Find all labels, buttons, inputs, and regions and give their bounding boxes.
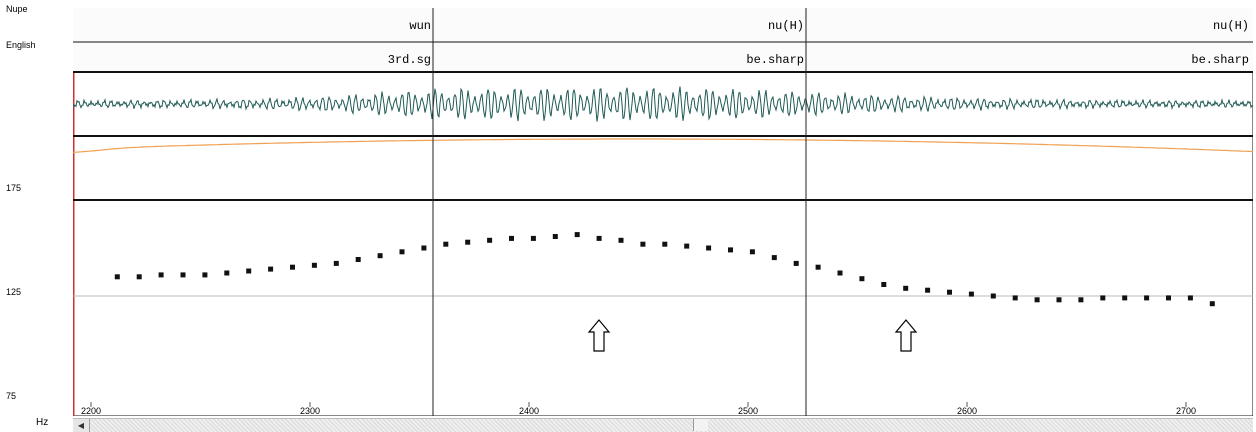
pitch-point — [968, 291, 974, 297]
pitch-point — [749, 249, 755, 255]
english-tier[interactable] — [73, 42, 1253, 72]
pitch-point — [837, 270, 843, 276]
pitch-point — [246, 268, 252, 274]
pitch-point — [1166, 295, 1171, 301]
pitch-point — [728, 247, 733, 253]
x-tick-label: 2700 — [1176, 406, 1196, 416]
pitch-point — [487, 237, 493, 243]
tier-label-english: English — [6, 40, 36, 50]
y-tick-75: 75 — [6, 391, 17, 401]
tier-label-nupe: Nupe — [6, 4, 28, 14]
pitch-point — [224, 270, 230, 276]
nupe-cell-2[interactable]: nu(H) — [768, 19, 804, 33]
nupe-tier[interactable] — [73, 8, 1253, 42]
pitch-point — [684, 243, 690, 249]
pitch-point — [1187, 295, 1193, 301]
pitch-point — [815, 264, 821, 270]
x-tick-label: 2300 — [300, 406, 320, 416]
pitch-point — [881, 282, 887, 287]
x-tick-label: 2600 — [957, 406, 977, 416]
pitch-point — [114, 274, 120, 280]
x-tick-label: 2500 — [738, 406, 758, 416]
pitch-point — [443, 241, 449, 247]
english-cell-1[interactable]: 3rd.sg — [388, 53, 431, 67]
pitch-point — [333, 260, 339, 266]
pitch-point — [618, 237, 624, 243]
pitch-point — [399, 249, 405, 255]
pitch-point — [530, 235, 536, 241]
nupe-cell-3[interactable]: nu(H) — [1213, 19, 1249, 33]
pitch-point — [290, 264, 295, 270]
pitch-point — [1056, 297, 1062, 303]
pitch-point — [465, 239, 471, 245]
horizontal-scrollbar[interactable]: ◀ — [73, 418, 1253, 432]
pitch-point — [1012, 295, 1018, 301]
pitch-point — [355, 257, 361, 262]
up-arrow-icon — [587, 319, 611, 352]
pitch-point — [662, 241, 668, 247]
pitch-point — [771, 255, 777, 261]
pitch-point — [1100, 295, 1106, 301]
pitch-point — [1144, 295, 1150, 301]
pitch-point — [859, 276, 865, 282]
english-cell-2[interactable]: be.sharp — [746, 53, 804, 67]
waveform-trace — [73, 86, 1253, 122]
pitch-point — [903, 285, 909, 291]
pitch-point — [640, 241, 646, 247]
intensity-curve — [73, 138, 1253, 153]
pitch-point — [793, 260, 799, 266]
pitch-point — [1078, 297, 1084, 303]
pitch-point — [706, 245, 712, 251]
pitch-point — [574, 232, 580, 238]
pitch-point — [509, 235, 514, 241]
pitch-point — [1209, 301, 1215, 307]
hz-unit-label: Hz — [36, 417, 49, 428]
time-axis: 2200 2300 2400 2500 2600 2700 — [81, 402, 1196, 416]
pitch-point — [1034, 297, 1040, 303]
viewer-frame — [73, 8, 1253, 416]
english-cell-3[interactable]: be.sharp — [1191, 53, 1249, 67]
annotation-viewer: wun nu(H) nu(H) 3rd.sg be.sharp be.sharp… — [73, 8, 1253, 416]
pitch-point — [990, 293, 996, 299]
x-tick-label: 2400 — [519, 406, 539, 416]
pitch-point — [596, 235, 602, 241]
pitch-point — [421, 245, 427, 251]
scroll-left-icon[interactable]: ◀ — [73, 419, 90, 432]
pitch-point — [1122, 295, 1128, 301]
pitch-point — [136, 274, 142, 280]
y-tick-175: 175 — [6, 183, 22, 193]
pitch-point — [202, 272, 208, 278]
up-arrow-icon — [894, 319, 918, 352]
scroll-thumb[interactable] — [693, 419, 708, 431]
pitch-point — [311, 262, 317, 268]
nupe-cell-1[interactable]: wun — [409, 19, 431, 33]
pitch-point — [180, 272, 186, 278]
pitch-point — [925, 287, 931, 293]
x-tick-label: 2200 — [81, 406, 101, 416]
pitch-point — [552, 234, 558, 239]
pitch-points — [114, 232, 1215, 307]
pitch-point — [947, 289, 952, 295]
pitch-point — [377, 253, 383, 259]
pitch-point — [268, 266, 274, 272]
pitch-point — [158, 272, 164, 278]
y-tick-125: 125 — [6, 287, 22, 297]
